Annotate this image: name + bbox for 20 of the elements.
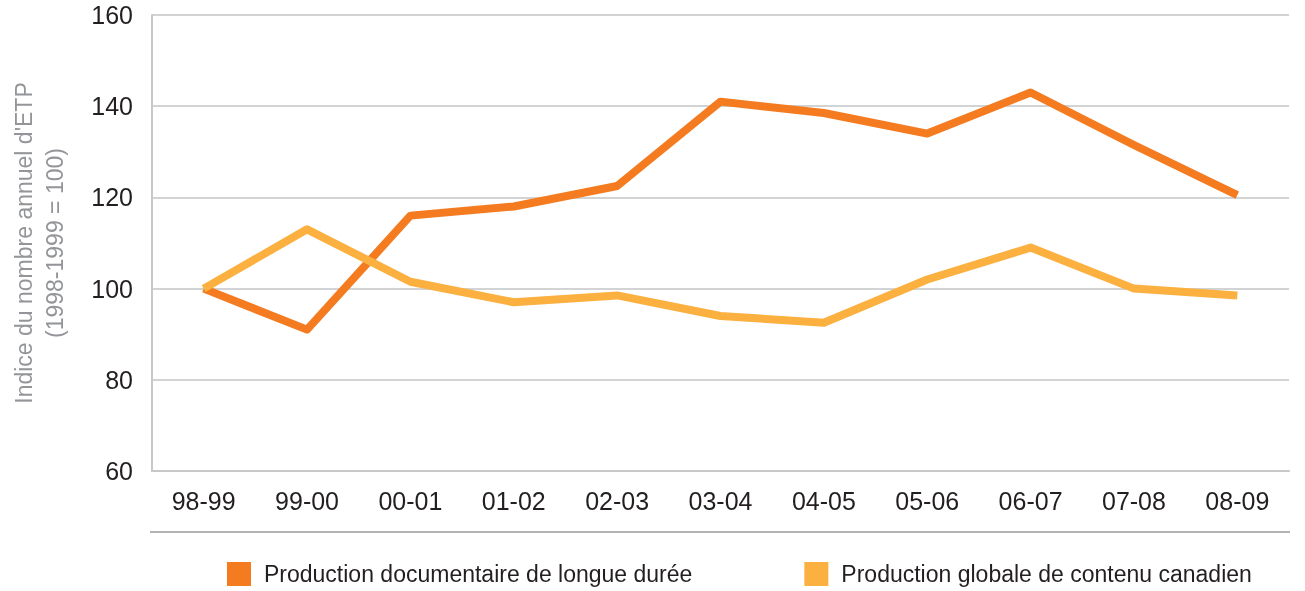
x-tick-label: 04-05 [791, 486, 856, 515]
y-tick-label: 100 [91, 274, 133, 303]
legend-label: Production documentaire de longue durée [264, 561, 693, 587]
x-tick-label: 02-03 [585, 486, 650, 515]
y-tick-label: 60 [105, 457, 133, 485]
x-tick-label: 08-09 [1205, 486, 1270, 515]
x-tick-label: 00-01 [378, 486, 443, 515]
y-tick-label: 120 [91, 183, 133, 212]
x-tick-label: 07-08 [1101, 486, 1166, 515]
x-tick-label: 01-02 [481, 486, 546, 515]
x-tick-label: 99-00 [275, 486, 340, 515]
x-tick-label: 05-06 [895, 486, 960, 515]
y-axis-title: Indice du nombre annuel d'ETP (1998-1999 = 100) [10, 82, 68, 404]
x-tick-label: 06-07 [998, 486, 1063, 515]
legend-label: Production globale de contenu canadien [841, 561, 1252, 587]
x-tick-label: 03-04 [688, 486, 753, 515]
y-tick-label: 80 [105, 365, 133, 394]
y-tick-label: 140 [91, 92, 133, 121]
x-tick-label: 98-99 [171, 486, 236, 515]
y-tick-label: 160 [91, 1, 133, 29]
